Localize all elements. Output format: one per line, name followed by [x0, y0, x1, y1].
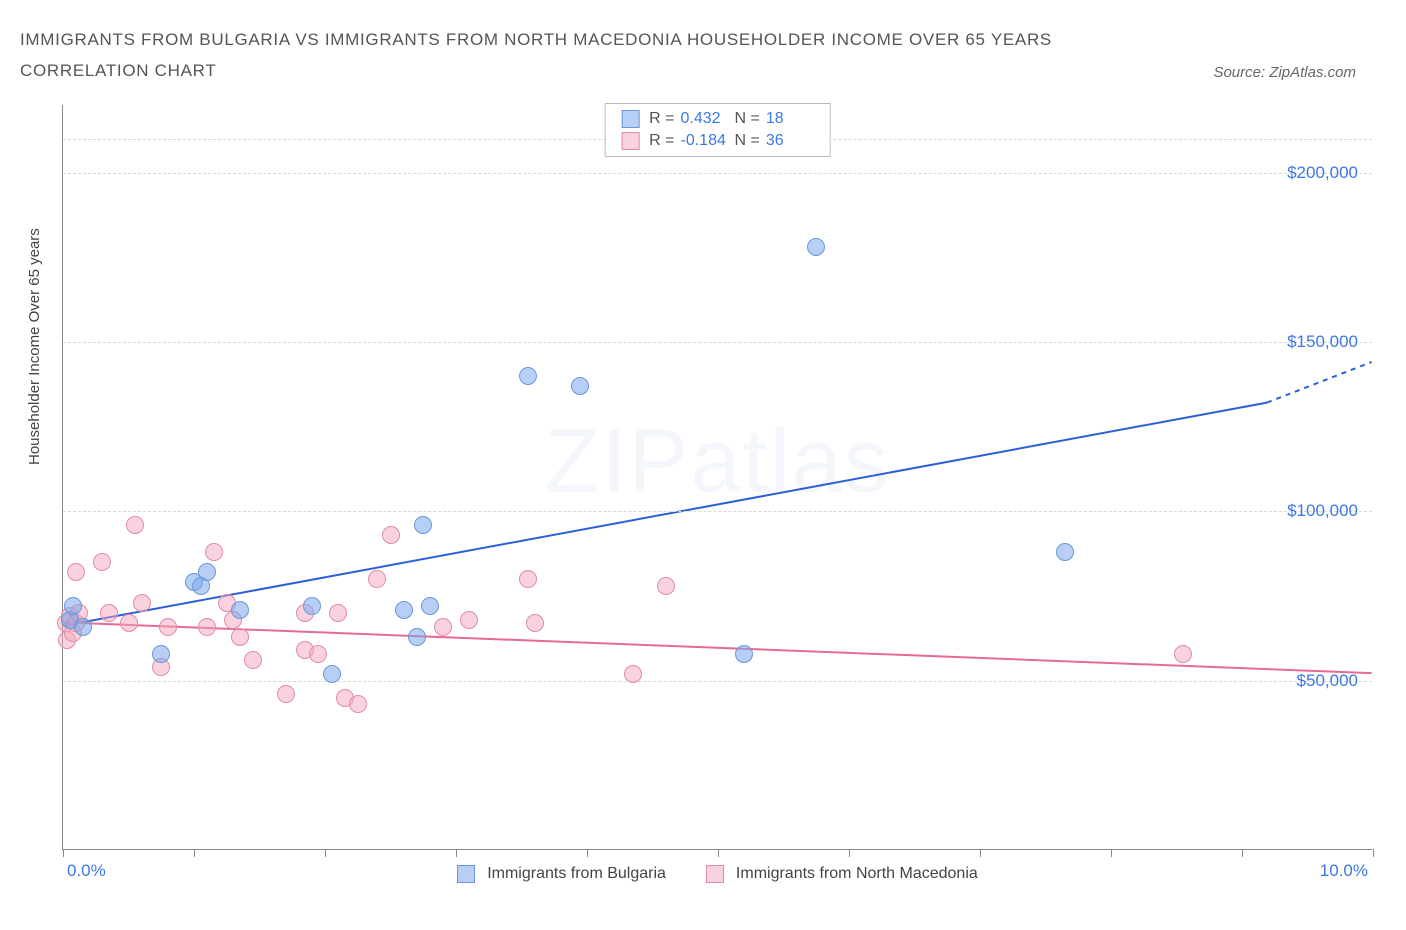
data-point-macedonia: [231, 628, 249, 646]
data-point-macedonia: [159, 618, 177, 636]
chart-subtitle: CORRELATION CHART: [20, 61, 1213, 81]
data-point-bulgaria: [414, 516, 432, 534]
legend-item-bulgaria: Immigrants from Bulgaria: [457, 865, 666, 883]
data-point-macedonia: [368, 570, 386, 588]
trend-line-dash-bulgaria: [1267, 362, 1372, 403]
data-point-bulgaria: [519, 367, 537, 385]
x-tick-label: 10.0%: [1320, 861, 1368, 881]
data-point-macedonia: [244, 651, 262, 669]
data-point-macedonia: [198, 618, 216, 636]
x-tick: [1242, 849, 1243, 857]
x-tick: [456, 849, 457, 857]
data-point-macedonia: [93, 553, 111, 571]
x-tick: [980, 849, 981, 857]
data-point-bulgaria: [198, 563, 216, 581]
x-tick: [1373, 849, 1374, 857]
n-value-pink: 36: [766, 132, 814, 150]
data-point-macedonia: [519, 570, 537, 588]
data-point-macedonia: [434, 618, 452, 636]
swatch-blue-icon: [621, 110, 639, 128]
y-tick-label: $200,000: [1287, 163, 1358, 183]
data-point-macedonia: [657, 577, 675, 595]
x-tick: [718, 849, 719, 857]
data-point-bulgaria: [421, 597, 439, 615]
source-attribution: Source: ZipAtlas.com: [1213, 64, 1386, 81]
x-tick-label: 0.0%: [67, 861, 106, 881]
y-tick-label: $100,000: [1287, 501, 1358, 521]
n-label: N =: [735, 110, 760, 128]
data-point-macedonia: [67, 563, 85, 581]
trend-lines: [63, 105, 1372, 849]
data-point-macedonia: [1174, 645, 1192, 663]
y-axis-label: Householder Income Over 65 years: [26, 228, 43, 465]
swatch-pink-icon: [621, 132, 639, 150]
y-tick-label: $50,000: [1297, 671, 1358, 691]
legend-stats-row-pink: R = -0.184 N = 36: [621, 130, 814, 152]
gridline: [63, 511, 1372, 512]
data-point-macedonia: [120, 614, 138, 632]
data-point-bulgaria: [408, 628, 426, 646]
gridline: [63, 681, 1372, 682]
data-point-bulgaria: [323, 665, 341, 683]
data-point-bulgaria: [231, 601, 249, 619]
gridline: [63, 173, 1372, 174]
r-value-pink: -0.184: [681, 132, 729, 150]
data-point-bulgaria: [74, 618, 92, 636]
legend-label: Immigrants from Bulgaria: [487, 865, 666, 883]
data-point-bulgaria: [807, 238, 825, 256]
data-point-macedonia: [205, 543, 223, 561]
x-tick: [1111, 849, 1112, 857]
x-tick: [194, 849, 195, 857]
r-label: R =: [649, 132, 674, 150]
x-tick: [63, 849, 64, 857]
data-point-bulgaria: [152, 645, 170, 663]
n-value-blue: 18: [766, 110, 814, 128]
x-tick: [325, 849, 326, 857]
chart-area: Householder Income Over 65 years ZIPatla…: [44, 105, 1384, 875]
data-point-macedonia: [382, 526, 400, 544]
data-point-bulgaria: [571, 377, 589, 395]
x-tick: [849, 849, 850, 857]
n-label: N =: [735, 132, 760, 150]
data-point-macedonia: [126, 516, 144, 534]
data-point-macedonia: [309, 645, 327, 663]
r-value-blue: 0.432: [681, 110, 729, 128]
data-point-macedonia: [526, 614, 544, 632]
r-label: R =: [649, 110, 674, 128]
gridline: [63, 342, 1372, 343]
legend-stats: R = 0.432 N = 18 R = -0.184 N = 36: [604, 103, 831, 157]
legend-stats-row-blue: R = 0.432 N = 18: [621, 108, 814, 130]
data-point-bulgaria: [395, 601, 413, 619]
watermark: ZIPatlas: [544, 411, 890, 514]
chart-title: IMMIGRANTS FROM BULGARIA VS IMMIGRANTS F…: [20, 26, 1213, 53]
data-point-macedonia: [100, 604, 118, 622]
data-point-bulgaria: [303, 597, 321, 615]
legend-series: Immigrants from Bulgaria Immigrants from…: [63, 865, 1372, 883]
legend-item-macedonia: Immigrants from North Macedonia: [706, 865, 978, 883]
legend-label: Immigrants from North Macedonia: [736, 865, 978, 883]
chart-header: IMMIGRANTS FROM BULGARIA VS IMMIGRANTS F…: [0, 0, 1406, 91]
scatter-plot: ZIPatlas R = 0.432 N = 18 R = -0.184 N =…: [62, 105, 1372, 850]
data-point-bulgaria: [1056, 543, 1074, 561]
data-point-macedonia: [460, 611, 478, 629]
swatch-blue-icon: [457, 865, 475, 883]
data-point-macedonia: [329, 604, 347, 622]
data-point-bulgaria: [735, 645, 753, 663]
title-block: IMMIGRANTS FROM BULGARIA VS IMMIGRANTS F…: [20, 26, 1213, 81]
swatch-pink-icon: [706, 865, 724, 883]
data-point-macedonia: [133, 594, 151, 612]
y-tick-label: $150,000: [1287, 332, 1358, 352]
x-tick: [587, 849, 588, 857]
data-point-macedonia: [624, 665, 642, 683]
data-point-bulgaria: [64, 597, 82, 615]
data-point-macedonia: [349, 695, 367, 713]
data-point-macedonia: [277, 685, 295, 703]
